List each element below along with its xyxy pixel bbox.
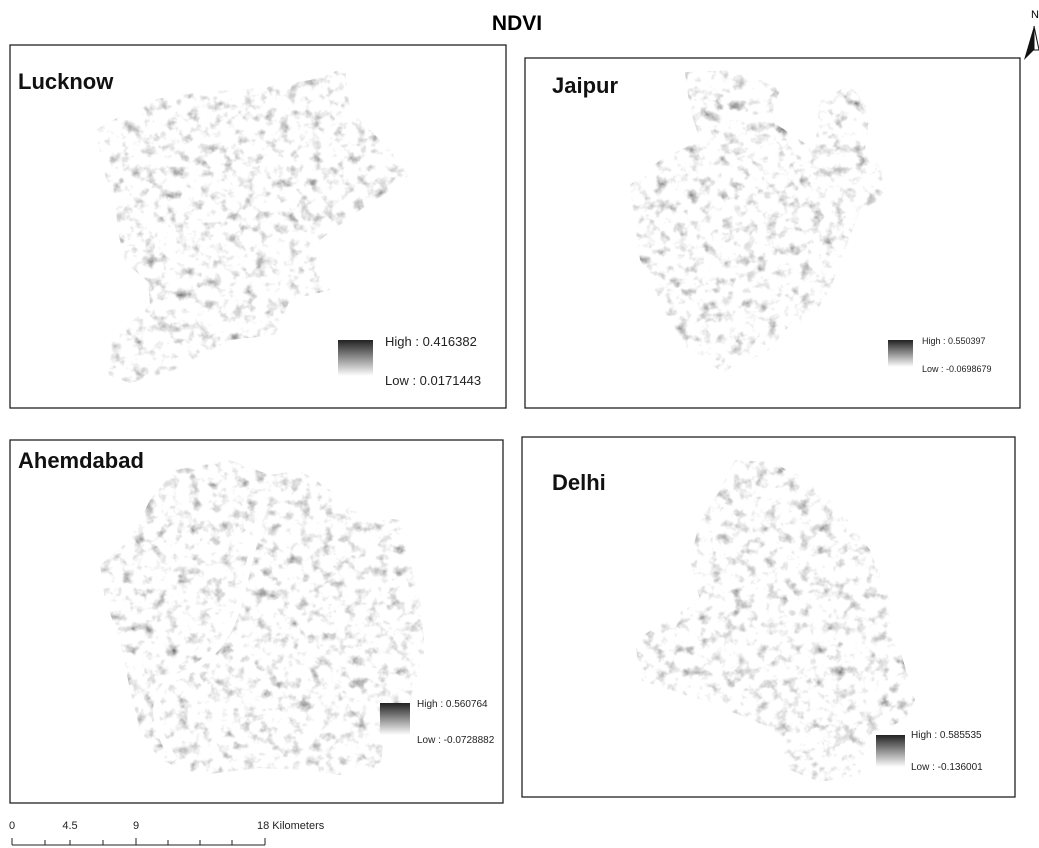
city-name: Lucknow bbox=[18, 69, 114, 94]
scale-label: 0 bbox=[9, 820, 15, 832]
legend-ramp bbox=[338, 340, 373, 376]
city-name: Delhi bbox=[552, 470, 606, 495]
legend-low: Low : -0.136001 bbox=[911, 762, 983, 773]
scale-label: 18 Kilometers bbox=[257, 820, 325, 832]
legend-low: Low : -0.0728882 bbox=[417, 735, 495, 746]
north-label: N bbox=[1031, 9, 1039, 21]
city-name: Ahemdabad bbox=[18, 448, 144, 473]
legend-low: Low : -0.0698679 bbox=[922, 364, 992, 374]
legend-ramp bbox=[876, 735, 905, 767]
city-map bbox=[630, 70, 890, 375]
legend-ramp bbox=[888, 340, 913, 367]
scale-label: 4.5 bbox=[62, 820, 77, 832]
figure: NDVI N Lucknow High : 0.416382 Low : 0.0… bbox=[0, 0, 1039, 848]
legend-high: High : 0.560764 bbox=[417, 699, 488, 710]
title: NDVI bbox=[492, 12, 542, 35]
legend-high: High : 0.550397 bbox=[922, 336, 986, 346]
scale-bar: 0 4.5 9 18 Kilometers bbox=[9, 820, 325, 845]
city-map bbox=[635, 460, 915, 782]
scale-label: 9 bbox=[133, 820, 139, 832]
legend-high: High : 0.585535 bbox=[911, 730, 982, 741]
legend-ramp bbox=[380, 703, 410, 735]
city-name: Jaipur bbox=[552, 73, 618, 98]
city-map bbox=[95, 68, 410, 383]
legend-low: Low : 0.0171443 bbox=[385, 373, 481, 388]
legend-high: High : 0.416382 bbox=[385, 334, 477, 349]
north-arrow: N bbox=[1024, 9, 1039, 60]
